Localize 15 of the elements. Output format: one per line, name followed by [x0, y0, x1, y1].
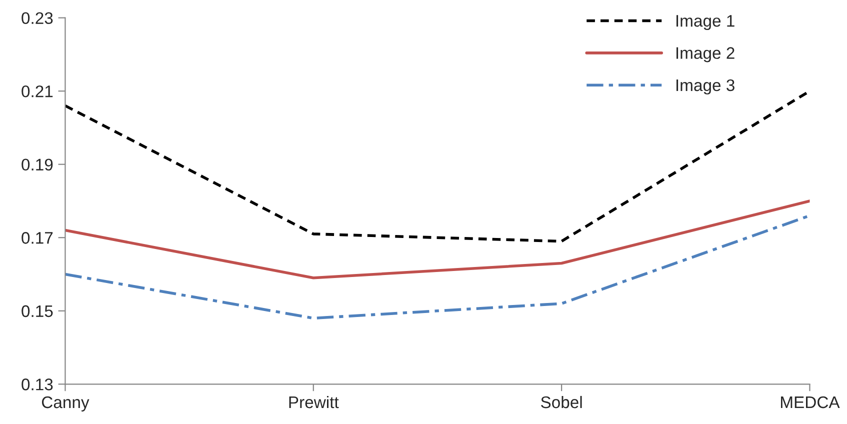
- y-tick-label: 0.13: [22, 378, 53, 390]
- x-tick-label: Canny: [42, 396, 90, 412]
- line-series: [65, 214, 810, 320]
- y-tick-label: 0.21: [22, 85, 53, 98]
- y-tick-label: 0.17: [22, 232, 53, 244]
- x-tick-label: Prewitt: [289, 396, 339, 408]
- y-tick-label: 0.19: [22, 158, 53, 171]
- legend-label: Image 3: [676, 79, 734, 94]
- y-tick-label: 0.15: [22, 305, 53, 318]
- legend-label: Image 2: [676, 47, 734, 62]
- legend-label: Image 1: [676, 15, 734, 30]
- x-tick-label: Sobel: [541, 396, 582, 408]
- line-series: [65, 200, 810, 280]
- x-tick-label: MEDCA: [781, 396, 840, 408]
- y-tick-label: 0.23: [22, 12, 53, 24]
